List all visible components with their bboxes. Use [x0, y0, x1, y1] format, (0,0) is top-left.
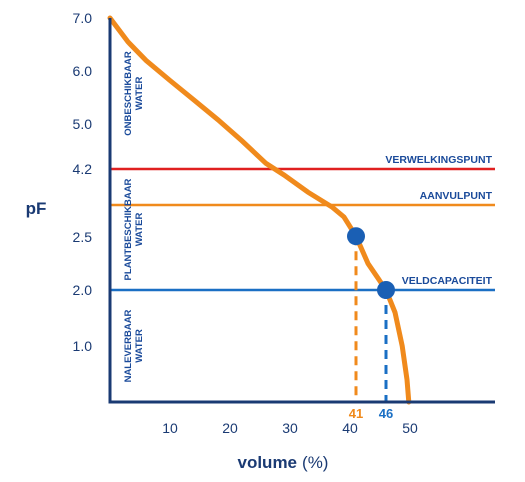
y-axis-label: pF [26, 199, 47, 218]
zone-label-2-line-1: PLANTBESCHIKBAAR [123, 178, 134, 280]
y-tick-1.0: 1.0 [73, 338, 93, 354]
reference-labels: VERWELKINGSPUNT AANVULPUNT VELDCAPACITEIT [385, 154, 492, 287]
y-tick-5.0: 5.0 [73, 116, 93, 132]
x-tick-30: 30 [282, 420, 298, 436]
marker-point-46 [377, 281, 395, 299]
marker-labels: 41 46 [349, 406, 393, 421]
zone-label-2-line-2: WATER [134, 213, 145, 247]
marker-label-46: 46 [379, 406, 393, 421]
reference-label-2: AANVULPUNT [420, 190, 493, 202]
x-tick-10: 10 [162, 420, 178, 436]
y-tick-labels: 7.0 6.0 5.0 4.2 2.5 2.0 1.0 [73, 10, 93, 354]
zone-label-3: NALEVERBAAR WATER [123, 309, 145, 382]
x-axis-label-text: volume [238, 453, 298, 472]
zone-label-1: ONBESCHIKBAAR WATER [123, 51, 145, 136]
zone-label-1-line-2: WATER [134, 77, 145, 111]
axes [108, 18, 495, 404]
zone-label-3-line-1: NALEVERBAAR [123, 309, 134, 382]
marker-points [347, 227, 395, 299]
reference-lines [110, 167, 495, 292]
zone-label-3-line-2: WATER [134, 329, 145, 363]
x-tick-50: 50 [402, 420, 418, 436]
y-tick-4.2: 4.2 [73, 161, 93, 177]
marker-point-41 [347, 227, 365, 246]
x-tick-40: 40 [342, 420, 358, 436]
marker-drop-lines [354, 236, 388, 402]
marker-label-41: 41 [349, 406, 363, 421]
reference-label-3: VELDCAPACITEIT [402, 275, 493, 287]
reference-label-1: VERWELKINGSPUNT [385, 154, 492, 166]
y-tick-7.0: 7.0 [73, 10, 93, 26]
y-tick-2.5: 2.5 [73, 229, 93, 245]
y-tick-6.0: 6.0 [73, 63, 93, 79]
x-tick-labels: 10 20 30 40 50 [162, 420, 418, 436]
zone-label-2: PLANTBESCHIKBAAR WATER [123, 178, 145, 280]
x-axis-label-unit: (%) [302, 453, 328, 472]
x-axis-label: volume (%) [238, 453, 329, 472]
zone-label-1-line-1: ONBESCHIKBAAR [123, 51, 134, 136]
retention-curve [107, 15, 412, 405]
y-tick-2.0: 2.0 [73, 282, 93, 298]
x-tick-20: 20 [222, 420, 238, 436]
